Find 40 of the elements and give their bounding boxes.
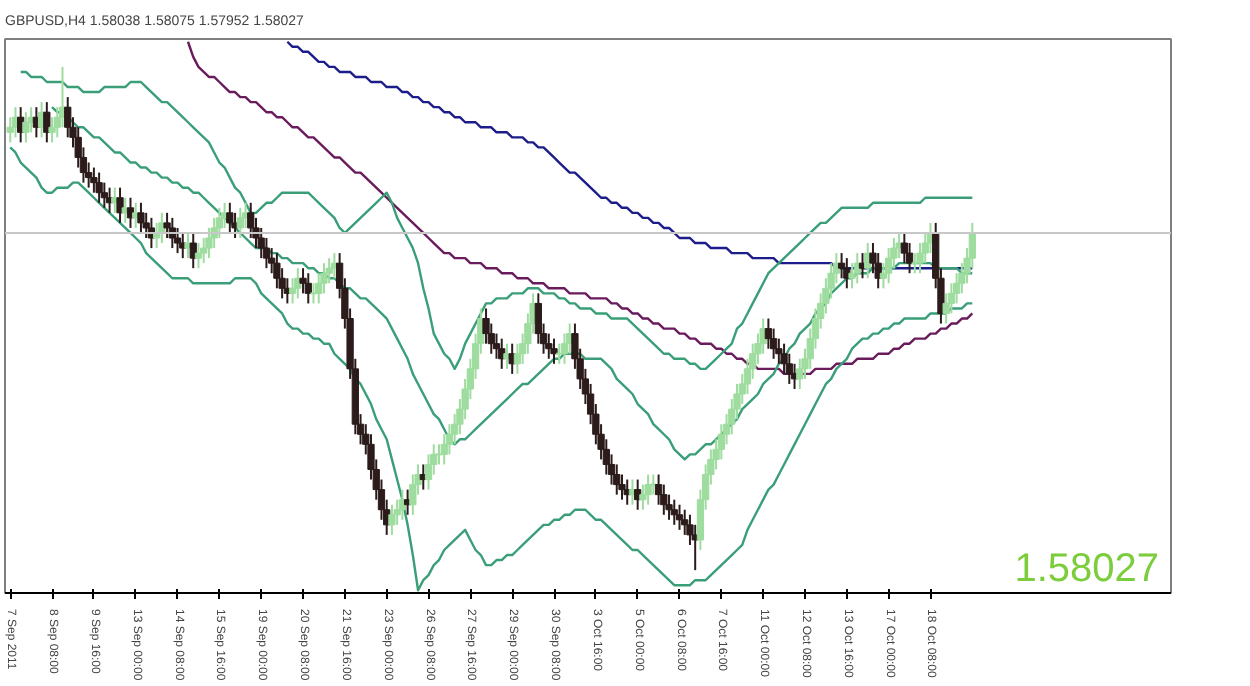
text: 1.58027 bbox=[1014, 547, 1159, 591]
candlestick bbox=[665, 493, 673, 521]
candlestick bbox=[550, 337, 558, 365]
candlestick bbox=[95, 171, 103, 204]
candlestick bbox=[560, 332, 569, 365]
candlestick bbox=[116, 186, 124, 224]
candlestick bbox=[304, 272, 312, 305]
candlestick bbox=[64, 96, 72, 139]
candlestick bbox=[388, 503, 396, 536]
candlestick bbox=[853, 252, 861, 285]
candlestick bbox=[921, 231, 929, 265]
candlestick bbox=[769, 327, 778, 360]
candlestick bbox=[43, 101, 51, 144]
candlestick bbox=[660, 483, 668, 516]
candlestick bbox=[325, 257, 333, 285]
candlestick bbox=[796, 357, 804, 390]
candlestick bbox=[173, 226, 182, 255]
candlestick bbox=[513, 342, 522, 375]
candlestick bbox=[545, 332, 553, 360]
candlestick bbox=[194, 242, 203, 270]
candlestick bbox=[22, 111, 30, 144]
candlestick bbox=[644, 473, 652, 506]
candlestick bbox=[257, 226, 265, 260]
candlestick bbox=[670, 498, 678, 526]
candlestick bbox=[100, 181, 108, 209]
candlestick bbox=[205, 226, 213, 260]
candlestick bbox=[273, 252, 281, 290]
candlestick bbox=[843, 257, 851, 290]
candlestick bbox=[299, 267, 307, 295]
candlestick bbox=[137, 201, 145, 234]
candlestick bbox=[320, 262, 328, 295]
candlestick bbox=[691, 523, 699, 572]
candlestick bbox=[895, 231, 903, 260]
candlestick bbox=[916, 242, 924, 275]
candlestick bbox=[231, 211, 239, 239]
candlestick bbox=[785, 352, 793, 385]
candlestick bbox=[226, 201, 234, 234]
candlestick bbox=[837, 252, 846, 280]
candlestick bbox=[639, 483, 647, 511]
candlestick bbox=[675, 503, 684, 531]
